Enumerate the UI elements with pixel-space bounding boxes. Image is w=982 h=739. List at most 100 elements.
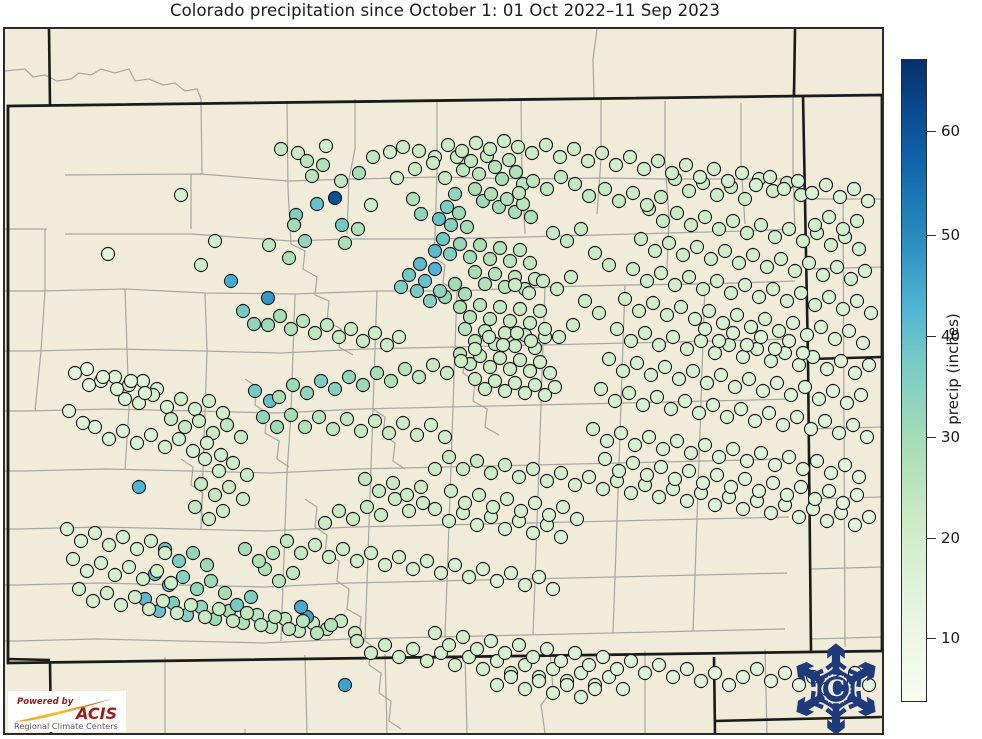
station-marker[interactable] [823,237,839,253]
station-marker[interactable] [87,525,103,541]
station-marker[interactable] [667,277,683,293]
station-marker[interactable] [482,311,498,327]
station-marker[interactable] [733,401,749,417]
station-marker[interactable] [517,577,533,593]
station-marker[interactable] [492,350,508,366]
station-marker[interactable] [725,441,741,457]
station-marker[interactable] [565,317,581,333]
station-marker[interactable] [683,217,699,233]
station-marker[interactable] [311,409,327,425]
station-marker[interactable] [818,177,834,193]
station-marker[interactable] [621,385,637,401]
station-marker[interactable] [502,253,518,269]
station-marker[interactable] [697,209,713,225]
station-marker[interactable] [649,389,665,405]
station-marker[interactable] [411,143,427,159]
station-marker[interactable] [213,447,229,463]
station-marker[interactable] [587,245,603,261]
station-marker[interactable] [471,166,487,182]
station-marker[interactable] [593,381,609,397]
station-marker[interactable] [455,162,471,178]
station-marker[interactable] [759,259,775,275]
station-marker[interactable] [791,677,807,693]
station-marker[interactable] [595,649,611,665]
station-marker[interactable] [443,483,459,499]
station-marker[interactable] [751,289,767,305]
station-marker[interactable] [789,409,805,425]
station-marker[interactable] [855,335,871,351]
station-marker[interactable] [363,197,379,213]
station-marker[interactable] [580,153,596,169]
station-marker[interactable] [553,529,569,545]
station-marker[interactable] [157,545,173,561]
station-marker[interactable] [762,169,778,185]
station-marker[interactable] [185,545,201,561]
station-marker[interactable] [401,267,417,283]
station-marker[interactable] [559,677,575,693]
station-marker[interactable] [559,233,575,249]
station-marker[interactable] [637,325,653,341]
station-marker[interactable] [377,557,393,573]
station-marker[interactable] [293,545,309,561]
station-marker[interactable] [501,152,517,168]
station-marker[interactable] [273,141,289,157]
station-marker[interactable] [237,541,253,557]
station-marker[interactable] [841,323,857,339]
station-marker[interactable] [547,379,563,395]
station-marker[interactable] [331,329,347,345]
station-marker[interactable] [87,419,103,435]
station-marker[interactable] [467,341,483,357]
station-marker[interactable] [719,409,735,425]
station-marker[interactable] [427,243,443,259]
station-marker[interactable] [753,217,769,233]
station-marker[interactable] [462,249,478,265]
station-marker[interactable] [791,509,807,525]
station-marker[interactable] [723,479,739,495]
station-marker[interactable] [67,365,83,381]
station-marker[interactable] [653,189,669,205]
station-marker[interactable] [261,237,277,253]
station-marker[interactable] [737,191,753,207]
station-marker[interactable] [293,599,309,615]
station-marker[interactable] [290,145,306,161]
station-marker[interactable] [655,441,671,457]
station-marker[interactable] [807,217,823,233]
station-marker[interactable] [625,455,641,471]
station-marker[interactable] [739,337,755,353]
station-marker[interactable] [373,507,389,523]
station-marker[interactable] [391,549,407,565]
station-marker[interactable] [807,491,823,507]
station-marker[interactable] [239,467,255,483]
station-marker[interactable] [731,255,747,271]
station-marker[interactable] [502,361,518,377]
station-marker[interactable] [553,465,569,481]
station-marker[interactable] [193,257,209,273]
station-marker[interactable] [689,239,705,255]
station-marker[interactable] [143,427,159,443]
station-marker[interactable] [193,476,209,492]
station-marker[interactable] [747,413,763,429]
station-marker[interactable] [187,499,203,515]
station-marker[interactable] [629,355,645,371]
station-marker[interactable] [265,545,281,561]
station-marker[interactable] [665,329,681,345]
station-marker[interactable] [845,417,861,433]
station-marker[interactable] [843,271,859,287]
station-marker[interactable] [113,597,129,613]
station-marker[interactable] [653,459,669,475]
station-marker[interactable] [281,621,297,637]
station-marker[interactable] [753,445,769,461]
station-marker[interactable] [669,433,685,449]
station-marker[interactable] [467,371,483,387]
station-marker[interactable] [454,143,470,159]
station-marker[interactable] [707,665,723,681]
station-marker[interactable] [737,277,753,293]
station-marker[interactable] [221,479,237,495]
station-marker[interactable] [333,173,349,189]
station-marker[interactable] [350,221,366,237]
station-marker[interactable] [655,213,671,229]
station-marker[interactable] [837,457,853,473]
station-marker[interactable] [141,601,157,617]
station-marker[interactable] [525,525,541,541]
station-marker[interactable] [625,185,641,201]
